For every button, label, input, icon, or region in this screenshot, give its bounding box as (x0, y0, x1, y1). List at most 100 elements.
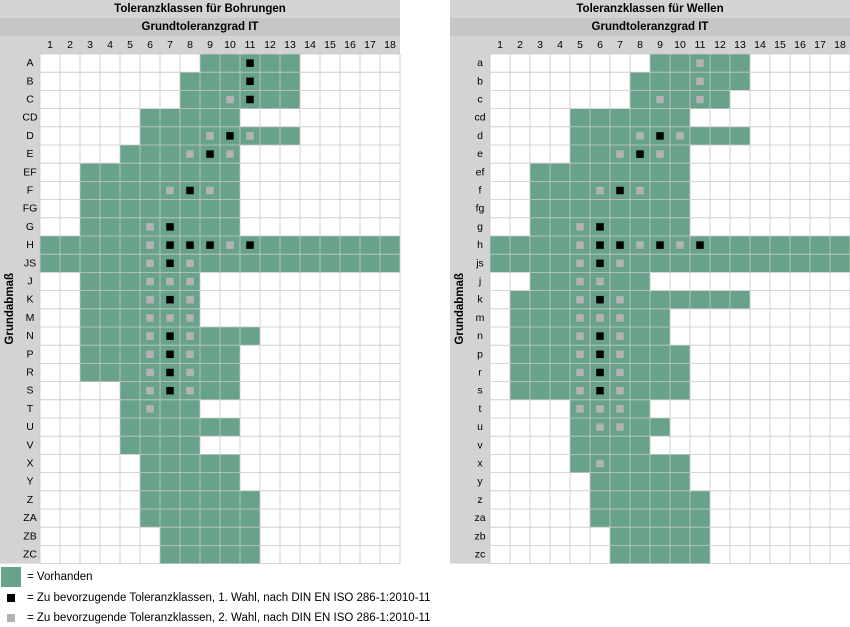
available-cell (510, 308, 530, 327)
it-grade-label: 15 (324, 39, 336, 51)
second-choice-marker (186, 150, 194, 158)
available-cell (550, 308, 570, 327)
second-choice-marker (616, 386, 624, 395)
available-cell (380, 236, 400, 255)
available-cell (650, 217, 670, 236)
second-choice-marker (596, 186, 604, 195)
first-choice-marker (166, 332, 174, 340)
available-cell (650, 454, 670, 473)
second-choice-marker (146, 368, 154, 377)
row-label: A (26, 57, 33, 69)
available-cell (550, 363, 570, 382)
available-cell (550, 381, 570, 400)
it-grade-label: 17 (364, 39, 376, 51)
available-cell (650, 308, 670, 327)
available-cell (650, 545, 670, 564)
available-cell (490, 236, 510, 255)
available-cell (610, 527, 630, 546)
it-grade-label: 12 (264, 39, 276, 51)
available-cell (120, 145, 140, 164)
available-cell (670, 199, 690, 218)
available-cell (200, 527, 220, 546)
available-cell (120, 163, 140, 182)
second-choice-marker (636, 241, 644, 249)
row-label: ZC (23, 549, 37, 561)
second-choice-marker (616, 368, 624, 377)
available-cell (670, 72, 690, 91)
available-cell (510, 254, 530, 273)
row-label: f (479, 185, 482, 197)
row-label: j (478, 276, 481, 288)
second-choice-marker (576, 277, 584, 286)
available-cell (530, 236, 550, 255)
available-cell (610, 126, 630, 145)
available-cell (220, 490, 240, 509)
available-cell (550, 236, 570, 255)
available-cell (240, 254, 260, 273)
available-cell (670, 90, 690, 109)
legend-second-choice-swatch (7, 614, 15, 622)
it-grade-label: 9 (657, 39, 663, 51)
row-label: e (477, 148, 483, 160)
available-cell (670, 181, 690, 200)
it-grade-label: 7 (167, 39, 173, 51)
available-cell (220, 254, 240, 273)
available-cell (770, 254, 790, 273)
row-label: cd (474, 112, 485, 124)
panel-wellen: Toleranzklassen für Wellen Grundtoleranzg… (450, 0, 850, 564)
it-grade-label: 2 (517, 39, 523, 51)
available-cell (670, 381, 690, 400)
it-grade-label: 18 (384, 39, 396, 51)
available-cell (220, 509, 240, 528)
available-cell (610, 472, 630, 491)
row-label: n (477, 330, 483, 342)
available-cell (590, 436, 610, 455)
available-cell (530, 290, 550, 309)
row-label: V (26, 439, 33, 451)
available-cell (730, 54, 750, 73)
row-label: D (26, 130, 34, 142)
it-grade-label: 15 (774, 39, 786, 51)
available-cell (160, 108, 180, 127)
available-cell (710, 72, 730, 91)
subtitle-bar (450, 18, 850, 36)
row-label: za (474, 512, 485, 524)
column-header-row (490, 36, 850, 54)
available-cell (530, 181, 550, 200)
available-cell (690, 527, 710, 546)
available-cell (140, 436, 160, 455)
available-cell (550, 199, 570, 218)
first-choice-marker (246, 59, 254, 67)
available-cell (180, 418, 200, 437)
available-cell (730, 72, 750, 91)
available-cell (790, 254, 810, 273)
second-choice-marker (696, 95, 704, 104)
legend-text: = Vorhanden (27, 571, 93, 583)
second-choice-marker (146, 350, 154, 359)
available-cell (220, 327, 240, 346)
available-cell (120, 181, 140, 200)
available-cell (690, 290, 710, 309)
available-cell (180, 72, 200, 91)
available-cell (630, 327, 650, 346)
first-choice-marker (246, 241, 254, 249)
it-grade-label: 10 (224, 39, 236, 51)
first-choice-marker (596, 386, 604, 395)
available-cell (670, 509, 690, 528)
second-choice-marker (146, 277, 154, 286)
available-cell (140, 145, 160, 164)
row-label: S (26, 385, 33, 397)
available-cell (160, 163, 180, 182)
available-cell (650, 418, 670, 437)
available-cell (220, 54, 240, 73)
available-cell (570, 199, 590, 218)
it-grade-label: 11 (695, 39, 706, 51)
row-label: c (477, 94, 482, 106)
first-choice-marker (596, 350, 604, 359)
available-cell (200, 163, 220, 182)
row-label: g (477, 221, 483, 233)
second-choice-marker (186, 295, 194, 304)
available-cell (670, 290, 690, 309)
second-choice-marker (146, 405, 154, 413)
available-cell (650, 472, 670, 491)
